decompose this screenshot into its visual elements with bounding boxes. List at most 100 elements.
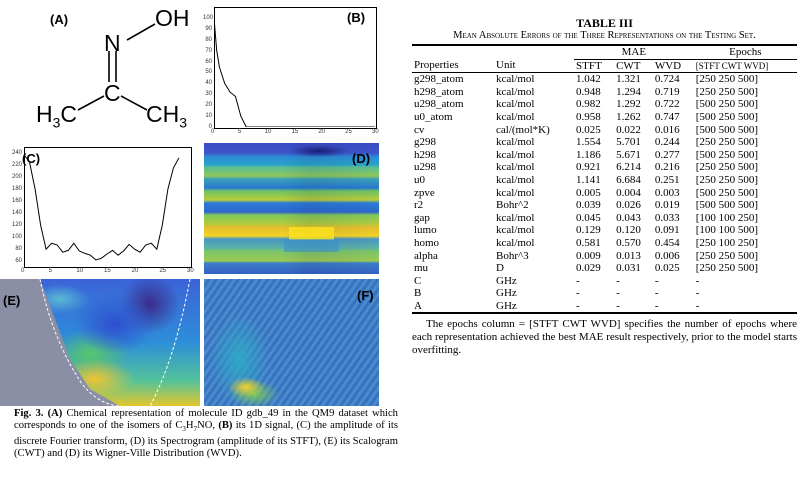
table-cell: 0.921: [576, 161, 601, 174]
table-cell: -: [654, 287, 659, 300]
table-row: h298_atom kcal/mol 0.948 1.294 0.719 [250 250…: [412, 86, 797, 99]
table-cell: 0.958: [576, 110, 601, 123]
table-cell: [500 500 500]: [695, 123, 759, 136]
table-cell: kcal/mol: [496, 224, 535, 237]
signal-panel: 0 10 20 30 40 50 60 70 80 90 100 0 5 10 15 20 25 30 (B): [203, 0, 379, 142]
table-cell: 0.029: [576, 262, 601, 275]
table-cell: 6.684: [616, 173, 641, 186]
table-cell: [250 250 500]: [695, 249, 759, 262]
table-cell: -: [654, 299, 659, 312]
molecule-structure: [77, 23, 156, 111]
wvd-image: [204, 279, 379, 406]
table-cell: kcal/mol: [496, 73, 535, 86]
table-cell: 1.141: [576, 173, 601, 186]
table-cell: [250 250 500]: [695, 173, 759, 186]
table-cell: mu: [414, 262, 429, 275]
tick-label: 15: [291, 129, 299, 135]
table-cell: 0.033: [654, 211, 680, 224]
tick-label: 0: [211, 129, 215, 135]
table-cell: 0.251: [654, 173, 680, 186]
tick-label: 70: [205, 47, 212, 54]
tick-label: 220: [11, 162, 22, 169]
tick-label: 0: [208, 124, 212, 130]
group-mae-label: MAE: [574, 45, 694, 60]
table-row: alpha Bohr^3 0.009 0.013 0.006 [250 250 500]: [412, 250, 797, 263]
table-row: C GHz - - - -: [412, 275, 797, 288]
tick-label: 100: [11, 234, 22, 241]
table-group-header: MAE Epochs: [412, 45, 797, 60]
table-cell: [250 250 500]: [695, 85, 759, 98]
table-cell: GHz: [496, 287, 517, 300]
series-line: [24, 154, 180, 261]
table-cell: 0.025: [654, 262, 680, 275]
table-cell: u298_atom: [414, 98, 464, 111]
caption-text-3: its 1D signal, (C) the amplitude of its …: [14, 420, 398, 459]
tick-label: 30: [205, 91, 212, 98]
tick-label: 140: [11, 210, 22, 217]
table-cell: 1.042: [576, 73, 601, 86]
table-cell: zpve: [414, 186, 435, 199]
table-panel: TABLE III Mean Absolute Errors of the Th…: [412, 16, 797, 357]
table-cell: kcal/mol: [496, 148, 535, 161]
table-cell: u0_atom: [414, 110, 453, 123]
table-cell: [250 250 500]: [695, 73, 759, 86]
table-cell: kcal/mol: [496, 136, 535, 149]
caption-h: H: [185, 420, 194, 432]
tick-label: 30: [372, 129, 379, 135]
table-row: u0_atom kcal/mol 0.958 1.262 0.747 [500 250 5…: [412, 111, 797, 124]
table-cell: alpha: [414, 249, 438, 262]
table-cell: GHz: [496, 299, 517, 312]
table-cell: 0.982: [576, 98, 601, 111]
wvd-panel: (F): [204, 279, 379, 406]
table-cell: -: [576, 274, 580, 287]
table-cell: 1.292: [616, 98, 641, 111]
signal-plot-area: [214, 7, 377, 129]
table-cell: 0.016: [654, 123, 680, 136]
spectrogram-band: [289, 227, 334, 240]
scalogram-cone: [39, 279, 191, 406]
table-cell: gap: [414, 211, 430, 224]
table-cell: 0.091: [654, 224, 680, 237]
table-cell: 0.216: [654, 161, 680, 174]
table-cell: 0.022: [616, 123, 641, 136]
table-cell: 1.321: [616, 73, 641, 86]
table-cell: h298_atom: [414, 85, 464, 98]
table-cell: kcal/mol: [496, 236, 535, 249]
table-body: g298_atom kcal/mol 1.042 1.321 0.724 [250 250…: [412, 73, 797, 314]
caption-sub-7: 7: [193, 425, 198, 434]
caption-fig-label: Fig. 3.: [14, 408, 44, 419]
table-cell: u298: [414, 161, 436, 174]
table-cell: [250 250 500]: [695, 136, 759, 149]
table-cell: 0.019: [654, 199, 680, 212]
table-cell: [250 250 500]: [695, 161, 759, 174]
table-row: zpve kcal/mol 0.005 0.004 0.003 [500 250 500]: [412, 187, 797, 200]
tick-label: 25: [345, 129, 352, 135]
table-cell: 0.244: [654, 136, 680, 149]
table-cell: g298: [414, 136, 436, 149]
table-row: h298 kcal/mol 1.186 5.671 0.277 [500 250 500]: [412, 149, 797, 162]
table-cell: B: [414, 287, 422, 300]
bond-c-ch3-left: [77, 95, 105, 111]
column-header: CWT: [616, 59, 641, 72]
table-cell: 0.031: [616, 262, 641, 275]
table-cell: 1.186: [576, 148, 601, 161]
atom-oh: OH: [155, 5, 190, 31]
column-header: Properties: [414, 59, 459, 72]
table-cell: 0.454: [654, 236, 680, 249]
tick-label: 80: [15, 246, 22, 253]
tick-label: 25: [159, 268, 167, 274]
column-header: STFT: [576, 59, 602, 72]
table-row: g298 kcal/mol 1.554 5.701 0.244 [250 250 500]: [412, 136, 797, 149]
table-row: u298 kcal/mol 0.921 6.214 0.216 [250 250 500]: [412, 161, 797, 174]
table-cell: 0.045: [576, 211, 601, 224]
panel-label-d: (D): [352, 151, 371, 166]
table-cell: kcal/mol: [496, 85, 535, 98]
table-title: TABLE III: [576, 16, 633, 30]
table-row: gap kcal/mol 0.045 0.043 0.033 [100 100 250]: [412, 212, 797, 225]
tick-label: 50: [205, 69, 212, 76]
table-cell: [250 100 250]: [695, 236, 759, 249]
group-ch3: CH3: [146, 101, 188, 131]
table-cell: 0.948: [576, 85, 601, 98]
bond-n-o: [126, 23, 156, 41]
tick-label: 60: [15, 258, 22, 265]
